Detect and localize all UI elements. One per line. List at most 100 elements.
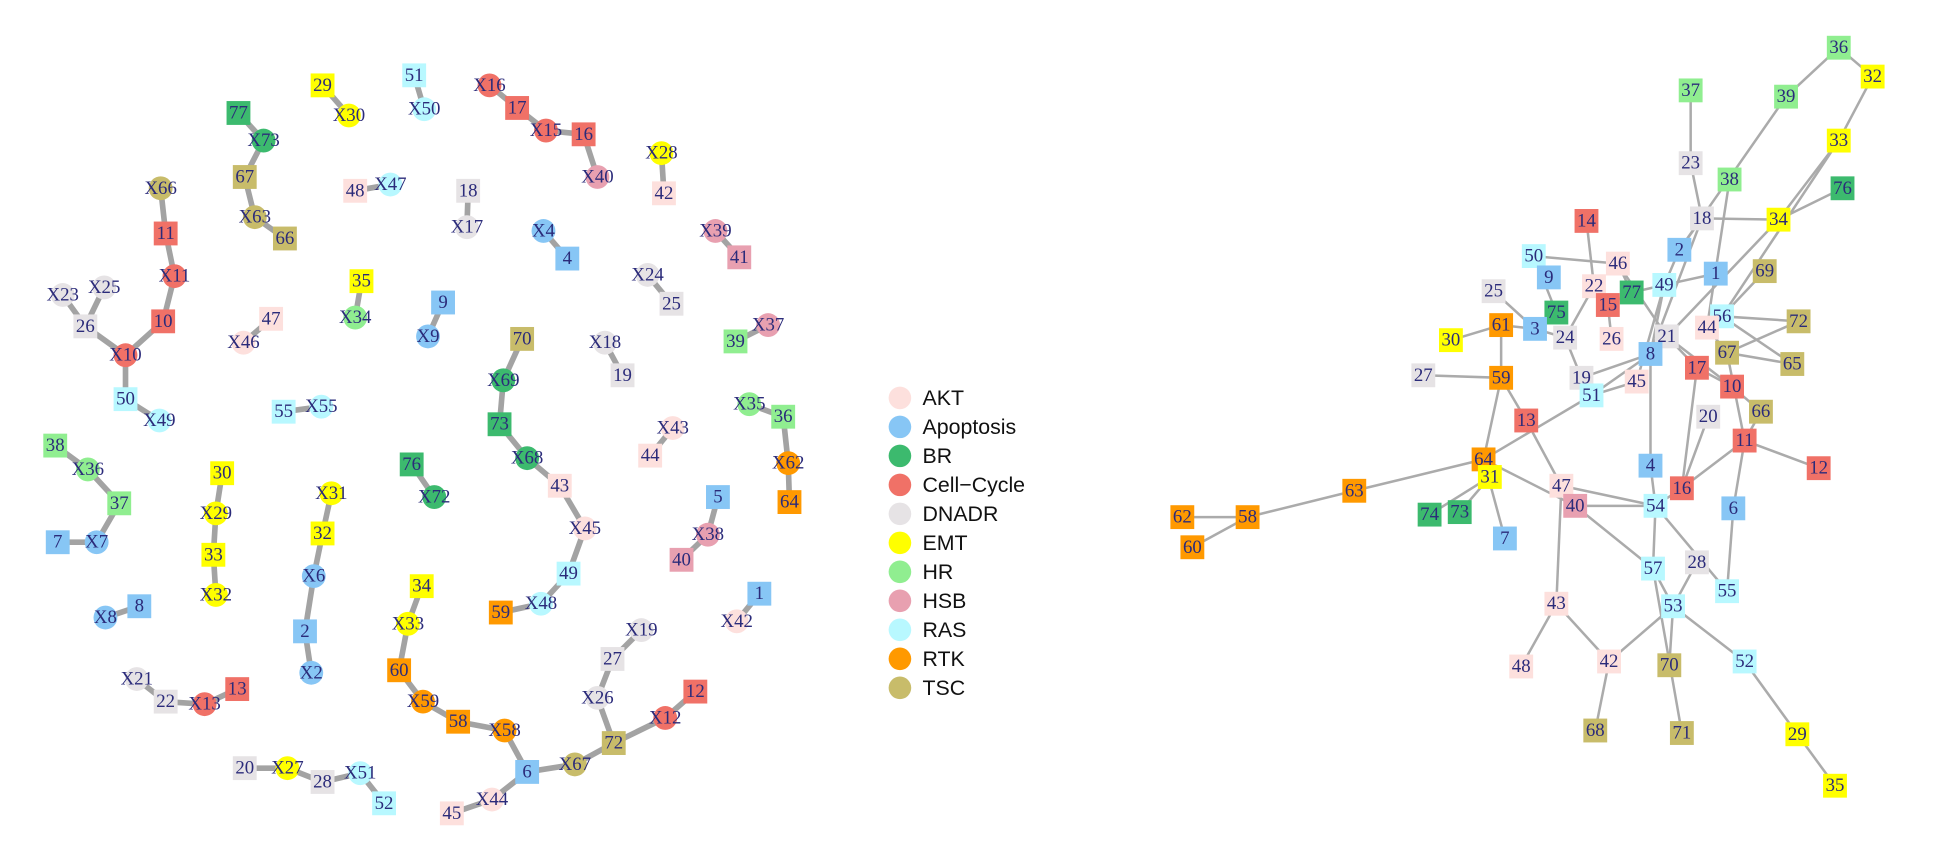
- node-square: [1563, 493, 1588, 518]
- node-square: [1481, 279, 1506, 304]
- node-square: [723, 329, 748, 354]
- node-label: 15: [1598, 295, 1617, 316]
- node-label: X21: [121, 669, 153, 690]
- node-square: [1235, 505, 1260, 530]
- legend-label: TSC: [923, 676, 966, 700]
- node-label: 60: [390, 660, 409, 681]
- node-label: 68: [1586, 720, 1605, 741]
- edge: [1725, 507, 1735, 593]
- node-circle: [629, 618, 654, 643]
- node-label: X40: [581, 166, 613, 187]
- node-square: [293, 619, 317, 644]
- node-label: X55: [305, 396, 337, 417]
- edge: [1705, 178, 1731, 329]
- node-square: [153, 221, 178, 246]
- node-circle: [75, 457, 100, 482]
- node-label: 65: [1783, 354, 1802, 375]
- node-label: 27: [1414, 365, 1433, 386]
- node-square: [456, 178, 481, 203]
- node-circle: [703, 219, 728, 243]
- node-square: [1661, 594, 1686, 619]
- node-label: 19: [1572, 367, 1591, 388]
- node-label: X37: [752, 315, 784, 336]
- node-square: [1752, 259, 1777, 284]
- node-label: 64: [780, 492, 799, 513]
- node-square: [232, 756, 257, 781]
- node-square: [1732, 649, 1757, 674]
- node-square: [271, 399, 296, 424]
- node-label: X50: [408, 99, 440, 120]
- node-square: [1605, 251, 1630, 276]
- node-label: 67: [235, 166, 254, 187]
- edge: [1720, 315, 1800, 323]
- node-label: 22: [156, 691, 175, 712]
- node-label: 69: [1755, 261, 1774, 282]
- legend-label: Apoptosis: [923, 415, 1017, 439]
- node-square: [1678, 151, 1703, 176]
- node-label: X72: [418, 487, 450, 508]
- node-label: 51: [405, 65, 424, 86]
- edge: [1700, 217, 1780, 221]
- node-circle: [348, 761, 373, 786]
- node-square: [505, 96, 530, 120]
- node-label: 38: [46, 435, 65, 456]
- legend-label: AKT: [923, 386, 964, 410]
- node-label: 33: [204, 544, 223, 565]
- node-square: [571, 122, 596, 147]
- node-label: 8: [1646, 343, 1655, 364]
- node-square: [488, 600, 513, 625]
- node-square: [747, 581, 772, 606]
- node-square: [446, 709, 471, 734]
- node-circle: [203, 583, 228, 607]
- node-label: X67: [559, 754, 591, 775]
- node-square: [610, 363, 635, 388]
- node-circle: [477, 73, 502, 98]
- node-label: X25: [88, 277, 120, 298]
- node-label: X73: [247, 130, 279, 151]
- node-square: [727, 245, 752, 270]
- node-label: 30: [1442, 330, 1461, 351]
- node-label: 41: [730, 247, 749, 268]
- node-square: [1544, 591, 1569, 616]
- node-label: 6: [1729, 498, 1738, 519]
- node-label: 26: [1602, 328, 1621, 349]
- node-circle: [593, 330, 617, 355]
- node-circle: [93, 605, 118, 630]
- node-label: 47: [1552, 475, 1571, 496]
- node-square: [669, 547, 694, 572]
- node-label: X2: [300, 662, 323, 683]
- legend-swatch: [888, 589, 912, 613]
- node-label: 37: [1681, 80, 1700, 101]
- edge: [1680, 366, 1699, 490]
- node-label: X9: [416, 326, 439, 347]
- node-label: 10: [1723, 376, 1742, 397]
- node-square: [1638, 342, 1663, 366]
- node-label: 12: [1809, 458, 1828, 479]
- node-label: 35: [352, 271, 371, 292]
- node-square: [1553, 325, 1578, 350]
- node-circle: [113, 343, 138, 368]
- node-label: X51: [344, 763, 376, 784]
- node-circle: [534, 118, 558, 143]
- node-square: [1774, 84, 1798, 109]
- node-label: 16: [574, 124, 593, 145]
- node-square: [45, 530, 70, 555]
- node-label: 43: [1547, 593, 1566, 614]
- legend-label: BR: [923, 444, 953, 468]
- node-square: [107, 491, 132, 516]
- node-label: X66: [144, 178, 176, 199]
- node-label: 63: [1345, 480, 1364, 501]
- node-label: 23: [1681, 153, 1700, 174]
- node-circle: [395, 611, 420, 636]
- node-square: [372, 791, 396, 816]
- node-label: 51: [1582, 385, 1601, 406]
- node-label: 9: [1544, 267, 1553, 288]
- node-label: 2: [300, 621, 309, 642]
- node-label: 20: [235, 758, 254, 779]
- node-square: [1514, 408, 1539, 433]
- node-circle: [251, 128, 276, 153]
- node-label: 54: [1646, 495, 1665, 516]
- node-label: 17: [1688, 357, 1707, 378]
- node-label: 59: [1492, 367, 1511, 388]
- node-label: X15: [530, 120, 562, 141]
